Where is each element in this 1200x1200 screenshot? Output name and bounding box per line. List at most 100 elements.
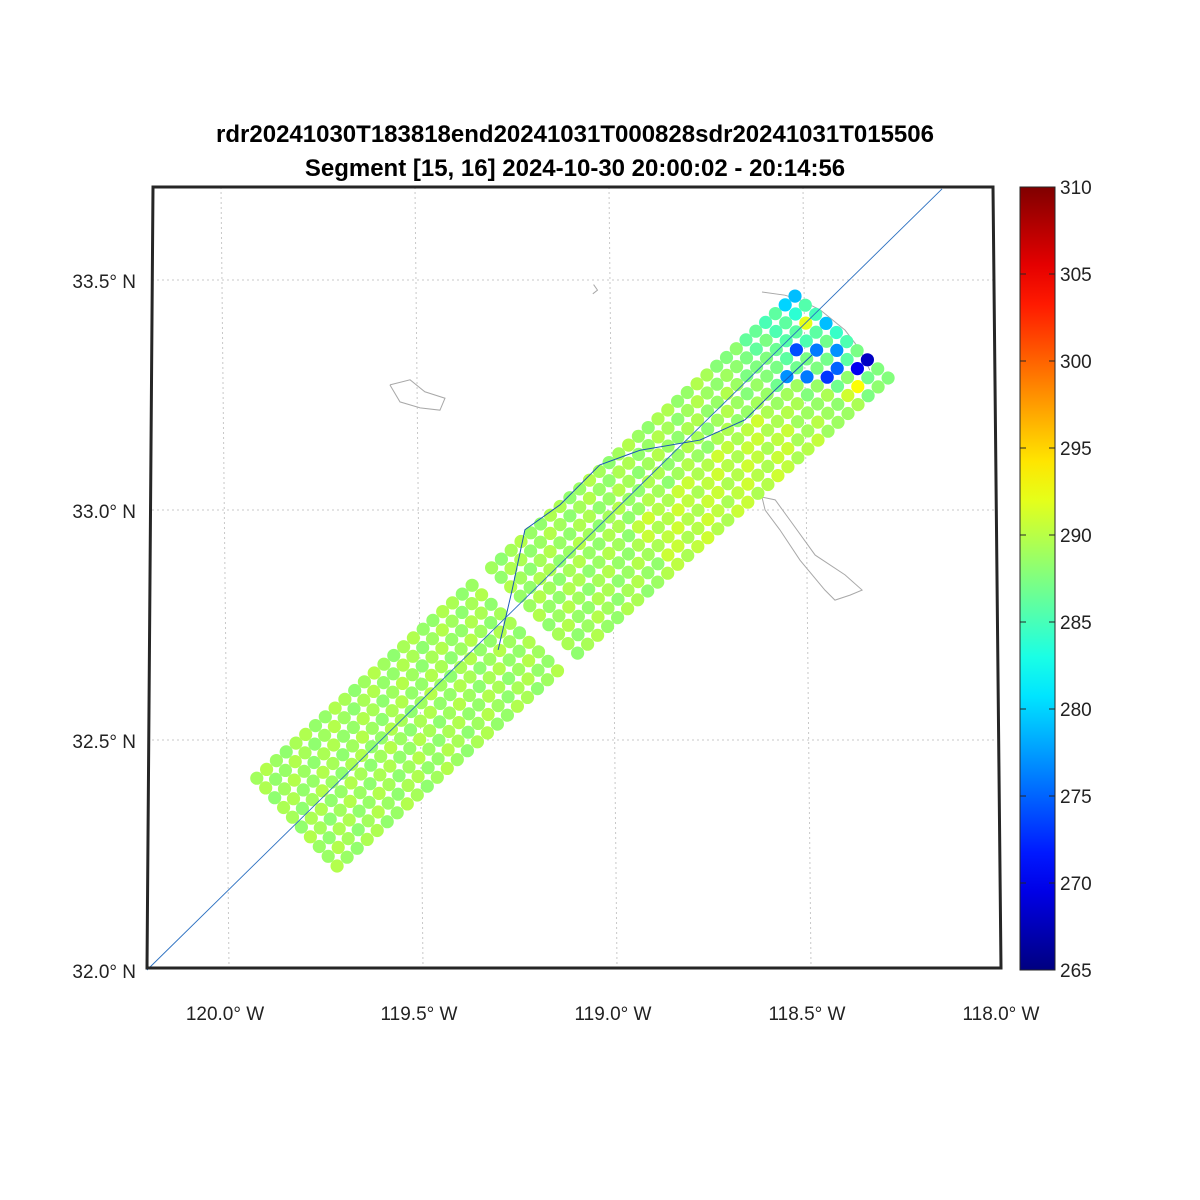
data-point xyxy=(531,663,545,677)
data-point xyxy=(681,440,695,454)
data-point xyxy=(460,744,474,758)
data-point xyxy=(563,491,577,505)
data-point xyxy=(621,583,635,598)
data-point xyxy=(721,459,735,473)
data-point xyxy=(341,832,355,846)
data-point xyxy=(325,775,339,789)
data-point xyxy=(612,465,626,479)
data-point xyxy=(631,575,645,589)
data-point xyxy=(423,705,437,719)
data-point xyxy=(401,778,415,793)
y-tick-label: 32.0° N xyxy=(72,962,136,983)
data-point xyxy=(365,740,379,754)
data-point xyxy=(661,493,675,507)
data-point xyxy=(760,387,774,401)
colorbar xyxy=(1019,186,1056,971)
data-point xyxy=(372,786,386,801)
data-point xyxy=(691,521,705,536)
track-curve-line xyxy=(497,354,813,650)
data-point xyxy=(374,749,388,764)
data-point xyxy=(800,352,814,366)
data-point xyxy=(332,822,346,836)
data-point xyxy=(303,830,317,844)
data-point xyxy=(523,599,537,613)
data-point xyxy=(450,753,464,767)
data-point xyxy=(471,716,485,731)
data-point xyxy=(581,637,595,651)
data-point xyxy=(661,548,675,562)
data-point xyxy=(331,840,345,855)
data-point xyxy=(411,769,425,784)
data-point xyxy=(391,787,405,801)
data-point xyxy=(416,622,430,636)
data-point xyxy=(770,360,784,374)
track-lines xyxy=(146,188,943,971)
data-point xyxy=(721,477,735,491)
x-tick-label: 118.0° W xyxy=(963,1004,1040,1025)
colorbar-tick-label: 305 xyxy=(1060,265,1092,286)
data-point xyxy=(572,536,587,551)
data-point xyxy=(760,405,775,419)
data-point xyxy=(324,793,338,808)
data-point xyxy=(601,601,615,615)
data-point xyxy=(561,618,576,632)
data-point xyxy=(316,765,330,779)
data-point xyxy=(465,578,479,592)
data-point xyxy=(751,468,765,482)
data-point xyxy=(661,566,675,580)
data-point xyxy=(761,459,775,473)
data-point xyxy=(520,690,535,705)
data-point xyxy=(591,592,605,606)
data-point xyxy=(801,424,815,438)
data-point xyxy=(661,457,675,471)
data-point xyxy=(621,547,636,561)
data-point xyxy=(533,553,547,568)
data-point xyxy=(750,360,764,374)
data-point xyxy=(279,745,293,759)
data-point xyxy=(850,344,864,358)
data-point xyxy=(432,733,446,747)
data-point xyxy=(327,719,341,734)
data-point xyxy=(573,482,587,496)
x-tick-labels: 120.0° W 119.5° W 119.0° W 118.5° W 118.0° W xyxy=(186,1004,1040,1025)
data-point xyxy=(851,398,865,412)
data-point xyxy=(632,502,646,516)
data-point xyxy=(492,662,506,676)
data-point xyxy=(318,728,332,742)
data-point xyxy=(840,335,854,349)
data-point xyxy=(730,378,744,392)
data-point xyxy=(327,738,341,752)
data-point xyxy=(444,651,458,665)
data-point xyxy=(413,732,427,747)
data-point xyxy=(801,442,815,456)
data-point xyxy=(474,606,488,620)
data-point xyxy=(800,388,815,402)
data-point xyxy=(661,511,675,526)
data-point xyxy=(338,692,352,706)
data-point xyxy=(285,810,300,824)
data-point xyxy=(452,697,467,711)
colorbar-tick-label: 280 xyxy=(1060,700,1092,721)
data-point xyxy=(523,562,538,576)
data-point xyxy=(831,397,845,411)
data-point xyxy=(573,500,587,514)
data-point xyxy=(424,687,438,701)
data-point xyxy=(355,730,370,744)
data-point xyxy=(376,676,391,690)
data-point xyxy=(334,785,348,799)
data-point xyxy=(552,590,566,605)
data-point xyxy=(592,464,606,478)
data-point xyxy=(289,736,303,750)
data-point xyxy=(426,613,440,628)
data-point xyxy=(382,778,396,792)
data-point xyxy=(416,640,430,655)
data-point xyxy=(611,611,625,625)
data-point xyxy=(691,503,705,517)
data-point xyxy=(631,556,645,570)
data-point xyxy=(405,686,419,700)
data-point xyxy=(572,591,586,605)
data-point xyxy=(534,517,548,531)
data-point xyxy=(760,369,774,383)
data-point xyxy=(514,571,528,585)
data-point xyxy=(494,552,508,566)
